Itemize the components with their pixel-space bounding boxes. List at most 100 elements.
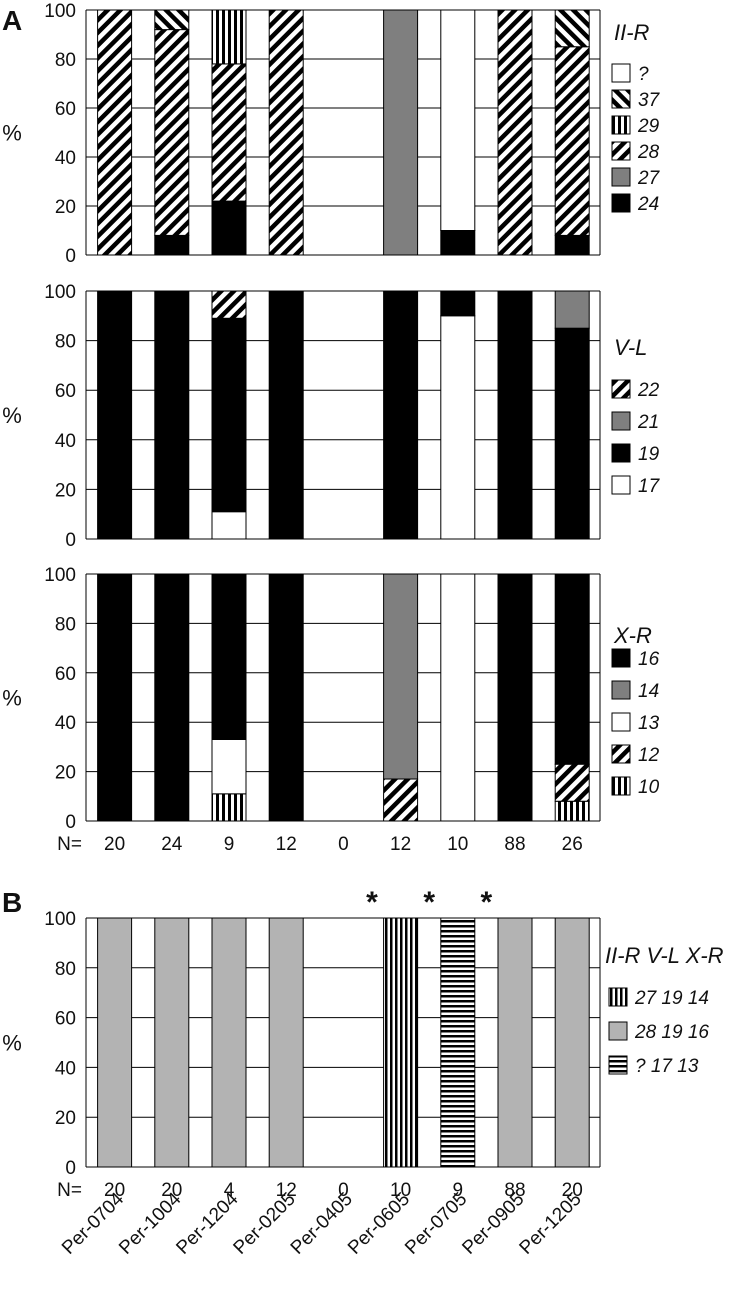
bar-segment-panelA2-2-1 bbox=[211, 317, 247, 513]
bar-segment-panelA1-6-5 bbox=[440, 9, 476, 231]
y-tick-label: 60 bbox=[55, 99, 76, 120]
legend-swatch bbox=[611, 379, 631, 399]
y-tick-label: 80 bbox=[55, 332, 76, 353]
n-value: 9 bbox=[453, 1180, 464, 1201]
y-tick-label: 20 bbox=[55, 1108, 76, 1129]
y-axis-label: % bbox=[2, 403, 22, 428]
bar-segment-panelA3-2-2 bbox=[211, 738, 247, 795]
legend-swatch bbox=[611, 141, 631, 161]
n-prefix: N= bbox=[57, 834, 82, 855]
n-value: 12 bbox=[276, 1180, 297, 1201]
category-label: Per-0905 bbox=[458, 1189, 528, 1259]
n-value: 10 bbox=[447, 834, 468, 855]
bar-segment-panelA2-8-2 bbox=[554, 290, 590, 329]
legend-swatch bbox=[608, 1021, 628, 1041]
category-label: Per-1205 bbox=[516, 1189, 586, 1259]
significance-asterisk: * bbox=[423, 886, 435, 919]
y-axis-label: % bbox=[2, 686, 22, 711]
bar-segment-panelA1-1-4 bbox=[154, 9, 190, 31]
category-label: Per-1004 bbox=[115, 1188, 185, 1258]
y-tick-label: 20 bbox=[55, 197, 76, 218]
category-label: Per-0405 bbox=[287, 1189, 357, 1259]
legend-swatch bbox=[611, 411, 631, 431]
legend-swatch bbox=[611, 744, 631, 764]
legend-label: 16 bbox=[638, 649, 660, 670]
bar-segment-panelA2-5-1 bbox=[383, 290, 419, 540]
legend-swatch bbox=[611, 680, 631, 700]
bar-segment-panelA1-3-2 bbox=[268, 9, 304, 256]
legend-swatch bbox=[611, 776, 631, 796]
bar-segment-panelA1-2-3 bbox=[211, 9, 247, 65]
legend-title: II-R bbox=[614, 20, 650, 45]
legend-label: 13 bbox=[638, 713, 660, 734]
bar-segment-panelA1-8-0 bbox=[554, 234, 590, 256]
legend-label: 12 bbox=[638, 745, 660, 766]
legend-swatch bbox=[611, 712, 631, 732]
bar-segment-panelA2-0-1 bbox=[97, 290, 133, 540]
legend-label: 29 bbox=[637, 116, 660, 137]
n-value: 9 bbox=[224, 834, 235, 855]
y-tick-label: 40 bbox=[55, 713, 76, 734]
bar-segment-panelA2-6-0 bbox=[440, 315, 476, 540]
legend-swatch bbox=[608, 1055, 628, 1075]
y-tick-label: 100 bbox=[44, 565, 76, 586]
bar-segment-panelA1-5-1 bbox=[383, 9, 419, 256]
n-value: 12 bbox=[390, 834, 411, 855]
y-tick-label: 80 bbox=[55, 959, 76, 980]
category-label: Per-1204 bbox=[172, 1188, 242, 1258]
n-value: 20 bbox=[104, 1180, 125, 1201]
bar-segment-panelB-5-0 bbox=[383, 917, 419, 1168]
bar-segment-panelA2-2-0 bbox=[211, 511, 247, 540]
y-tick-label: 20 bbox=[55, 763, 76, 784]
bar-segment-panelA3-2-0 bbox=[211, 793, 247, 822]
category-label: Per-0605 bbox=[344, 1189, 414, 1259]
y-tick-label: 100 bbox=[44, 909, 76, 930]
n-value: 26 bbox=[562, 834, 583, 855]
y-tick-label: 0 bbox=[65, 530, 76, 551]
y-tick-label: 60 bbox=[55, 1009, 76, 1030]
legend-label: ? bbox=[638, 64, 649, 85]
category-label: Per-0705 bbox=[401, 1189, 471, 1259]
legend-label: 10 bbox=[638, 777, 660, 798]
bar-segment-panelB-6-2 bbox=[440, 917, 476, 1168]
n-value: 0 bbox=[338, 1180, 349, 1201]
n-value: 0 bbox=[338, 834, 349, 855]
y-tick-label: 0 bbox=[65, 1158, 76, 1179]
bar-segment-panelA3-6-2 bbox=[440, 573, 476, 822]
bar-segment-panelB-2-1 bbox=[211, 917, 247, 1168]
legend-label: 19 bbox=[638, 444, 660, 465]
n-prefix: N= bbox=[57, 1180, 82, 1201]
significance-asterisk: * bbox=[481, 886, 493, 919]
legend-label: 24 bbox=[637, 194, 659, 215]
y-tick-label: 0 bbox=[65, 812, 76, 833]
chart-ii-r: 0 20 40 60 80 100% II-R? 37 29 28 27 24 bbox=[2, 1, 660, 267]
legend-swatch bbox=[611, 167, 631, 187]
bar-segment-panelA3-2-4 bbox=[211, 573, 247, 740]
bar-segment-panelB-1-1 bbox=[154, 917, 190, 1168]
legend-swatch bbox=[611, 63, 631, 83]
legend-label: 22 bbox=[637, 380, 660, 401]
bar-segment-panelA1-1-0 bbox=[154, 234, 190, 256]
bar-segment-panelA3-0-4 bbox=[97, 573, 133, 822]
bar-segment-panelB-3-1 bbox=[268, 917, 304, 1168]
bar-segment-panelA2-2-3 bbox=[211, 290, 247, 319]
bar-segment-panelA1-8-4 bbox=[554, 9, 590, 48]
legend-title: V-L bbox=[614, 335, 647, 360]
legend-label: 27 19 14 bbox=[634, 988, 709, 1009]
n-value: 20 bbox=[161, 1180, 182, 1201]
n-value: 24 bbox=[161, 834, 183, 855]
y-tick-label: 40 bbox=[55, 148, 76, 169]
y-tick-label: 40 bbox=[55, 431, 76, 452]
y-tick-label: 60 bbox=[55, 664, 76, 685]
legend-swatch bbox=[611, 475, 631, 495]
bar-segment-panelA3-5-3 bbox=[383, 573, 419, 780]
legend-label: ? 17 13 bbox=[635, 1056, 699, 1077]
legend-swatch bbox=[611, 115, 631, 135]
n-value: 10 bbox=[390, 1180, 411, 1201]
legend-label: 21 bbox=[637, 412, 659, 433]
legend-label: 28 bbox=[637, 142, 660, 163]
legend-swatch bbox=[608, 987, 628, 1007]
bar-segment-panelA1-6-0 bbox=[440, 230, 476, 256]
